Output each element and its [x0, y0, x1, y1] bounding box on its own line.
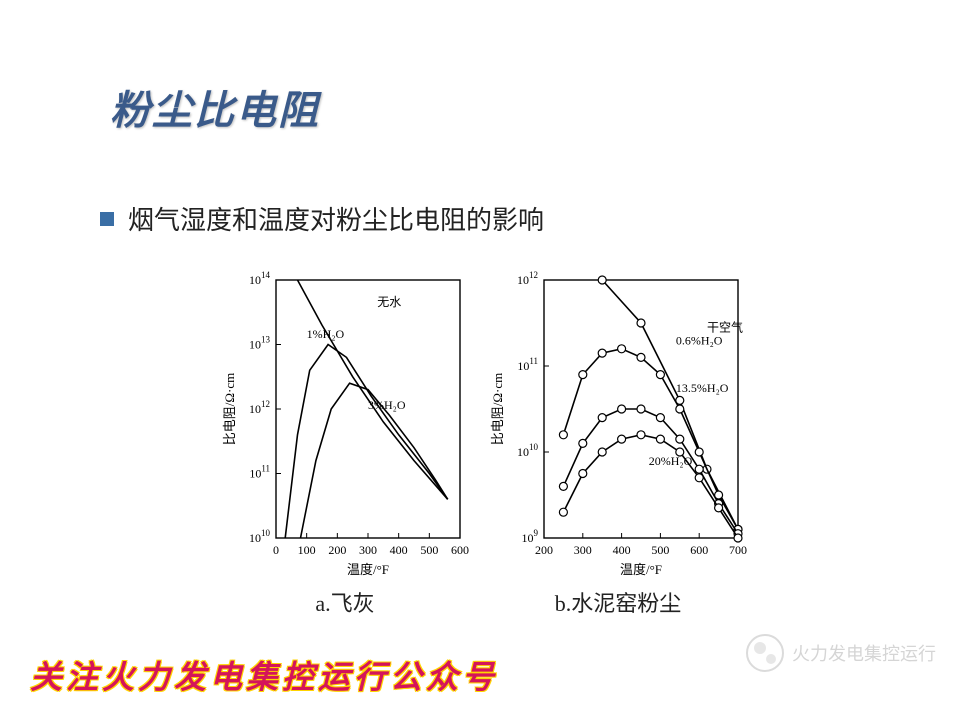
svg-text:1011: 1011: [517, 356, 538, 373]
svg-text:600: 600: [451, 543, 469, 557]
charts-container: 0 100 200 300 400 500 600 1010 1011 1012 1013 1014 温…: [220, 270, 748, 618]
chart-b-box: 200300400500600700109101010111012温度/°F比电…: [488, 270, 748, 618]
svg-text:100: 100: [298, 543, 316, 557]
chart-a-svg: 0 100 200 300 400 500 600 1010 1011 1012 1013 1014 温…: [220, 270, 470, 580]
svg-text:干空气: 干空气: [707, 320, 743, 335]
svg-text:13.5%H₂O: 13.5%H₂O: [676, 381, 729, 395]
footer-banner: 关注火力发电集控运行公众号: [30, 652, 498, 698]
bullet-row: 烟气湿度和温度对粉尘比电阻的影响: [100, 200, 544, 237]
svg-text:200: 200: [328, 543, 346, 557]
svg-text:300: 300: [359, 543, 377, 557]
svg-text:1014: 1014: [249, 270, 271, 287]
svg-text:温度/°F: 温度/°F: [620, 562, 662, 577]
svg-text:700: 700: [729, 543, 747, 557]
svg-text:600: 600: [690, 543, 708, 557]
chart-a-caption: a.飞灰: [315, 586, 374, 618]
chart-b-caption: b.水泥窑粉尘: [555, 586, 682, 618]
wechat-icon: [746, 634, 784, 672]
svg-text:0: 0: [273, 543, 279, 557]
svg-text:温度/°F: 温度/°F: [347, 562, 389, 577]
svg-text:400: 400: [390, 543, 408, 557]
svg-text:1012: 1012: [517, 270, 538, 287]
svg-text:1010: 1010: [517, 442, 539, 459]
bullet-text: 烟气湿度和温度对粉尘比电阻的影响: [128, 200, 544, 237]
svg-text:500: 500: [420, 543, 438, 557]
svg-text:3%H₂O: 3%H₂O: [368, 398, 406, 412]
svg-text:1012: 1012: [249, 399, 270, 416]
chart-b-svg: 200300400500600700109101010111012温度/°F比电…: [488, 270, 748, 580]
watermark: 火力发电集控运行: [746, 634, 936, 672]
watermark-text: 火力发电集控运行: [792, 640, 936, 666]
bullet-square-icon: [100, 212, 114, 226]
slide-title: 粉尘比电阻: [110, 78, 320, 136]
svg-text:1013: 1013: [249, 335, 271, 352]
svg-text:1010: 1010: [249, 528, 271, 545]
svg-text:1%H₂O: 1%H₂O: [307, 327, 345, 341]
svg-text:500: 500: [651, 543, 669, 557]
svg-text:300: 300: [574, 543, 592, 557]
svg-text:无水: 无水: [377, 295, 401, 309]
svg-text:20%H₂O: 20%H₂O: [649, 454, 693, 468]
svg-text:0.6%H₂O: 0.6%H₂O: [676, 334, 723, 348]
svg-text:比电阻/Ω·cm: 比电阻/Ω·cm: [490, 373, 505, 445]
slide: 粉尘比电阻 烟气湿度和温度对粉尘比电阻的影响 0 100 200 300 400 500 6…: [0, 0, 960, 720]
svg-text:比电阻/Ω·cm: 比电阻/Ω·cm: [222, 373, 237, 445]
svg-text:400: 400: [613, 543, 631, 557]
chart-a-box: 0 100 200 300 400 500 600 1010 1011 1012 1013 1014 温…: [220, 270, 470, 618]
svg-text:1011: 1011: [249, 464, 270, 481]
svg-text:200: 200: [535, 543, 553, 557]
